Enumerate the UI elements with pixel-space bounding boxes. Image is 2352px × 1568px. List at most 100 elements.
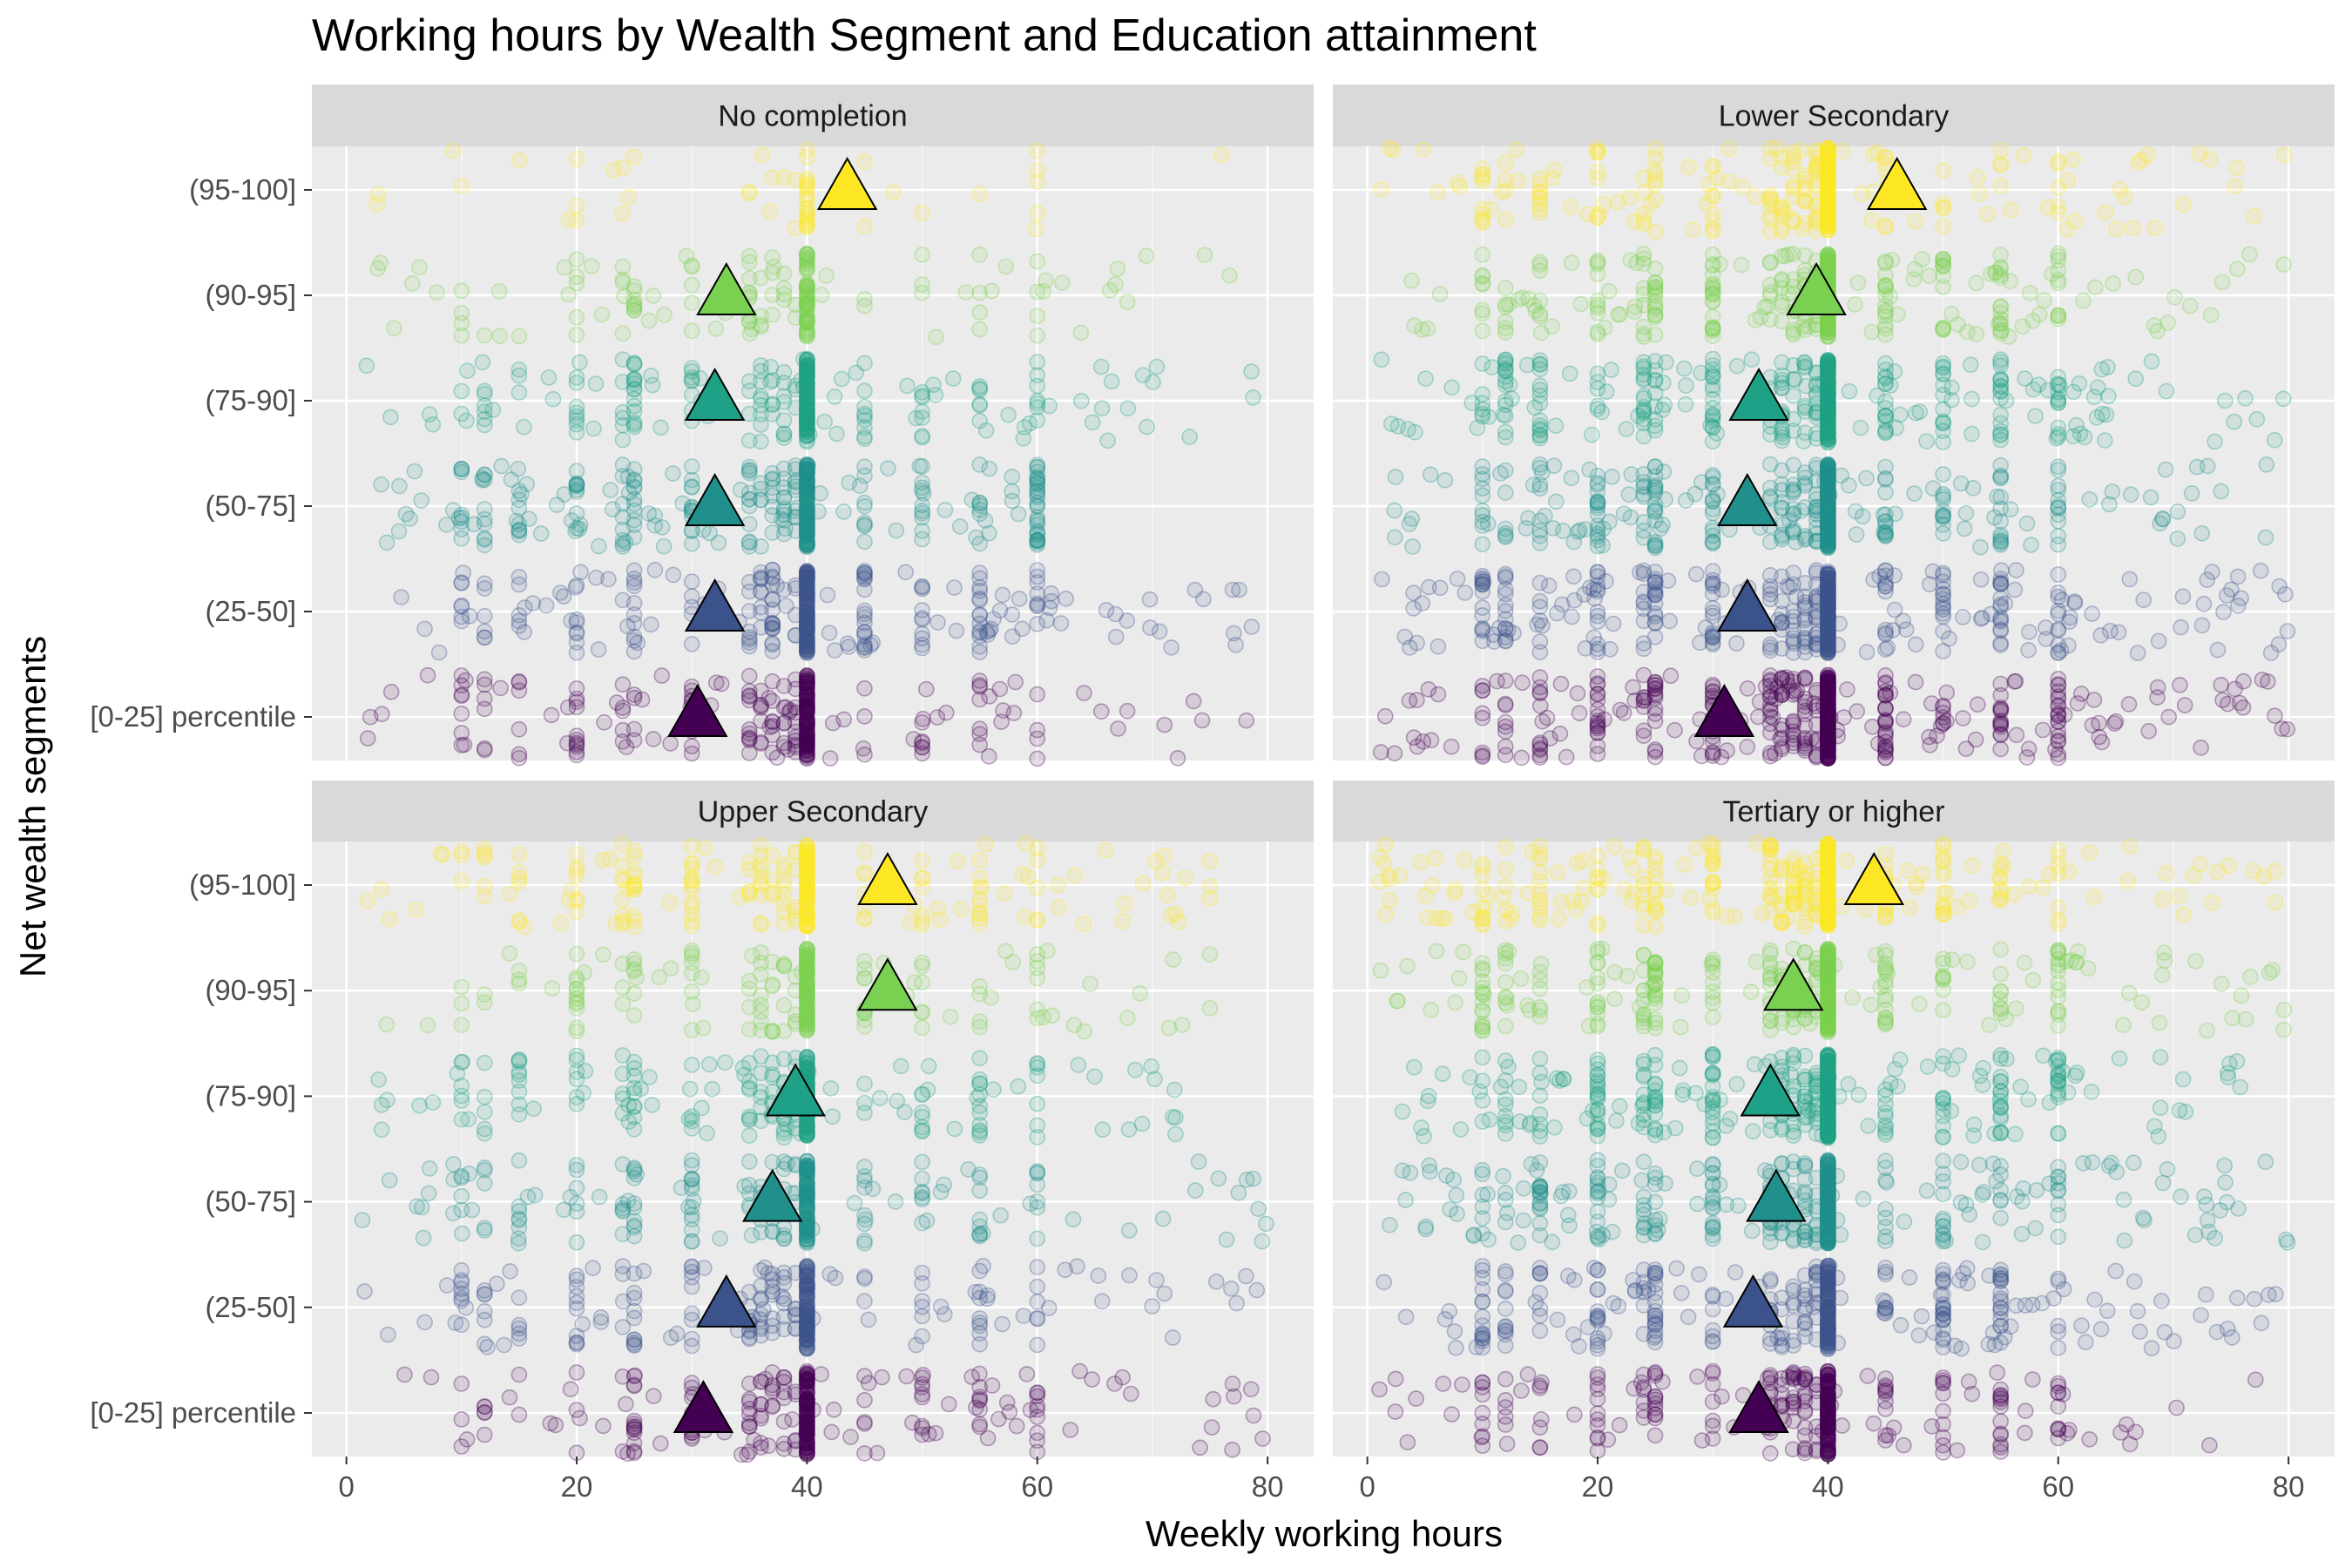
- observation-point: [787, 704, 804, 721]
- observation-point: [775, 714, 793, 732]
- observation-point: [1646, 533, 1664, 551]
- observation-point: [1429, 184, 1446, 201]
- observation-point: [707, 321, 725, 337]
- observation-point: [1589, 145, 1606, 161]
- observation-point: [799, 728, 815, 746]
- observation-point: [740, 533, 758, 551]
- observation-point: [1646, 422, 1664, 439]
- observation-point: [1646, 586, 1664, 604]
- observation-point: [1768, 139, 1786, 157]
- observation-point: [568, 1301, 585, 1317]
- facet-panel: Upper Secondary[0-25] percentile(25-50](…: [90, 781, 1314, 1503]
- observation-point: [1992, 351, 2009, 368]
- observation-point: [944, 370, 962, 387]
- observation-point: [799, 667, 815, 685]
- observation-point: [1469, 419, 1486, 436]
- observation-point: [574, 1315, 591, 1333]
- observation-point: [1992, 740, 2009, 758]
- observation-point: [971, 1182, 988, 1199]
- observation-point: [568, 198, 585, 214]
- observation-point: [740, 725, 758, 742]
- observation-point: [453, 282, 470, 300]
- observation-point: [856, 1445, 873, 1462]
- y-tick-label: (90-95]: [205, 279, 296, 311]
- observation-point: [1014, 620, 1031, 638]
- observation-point: [1785, 153, 1801, 170]
- observation-point: [1138, 247, 1155, 265]
- observation-point: [1924, 480, 1942, 497]
- observation-point: [1820, 727, 1836, 744]
- observation-point: [419, 666, 436, 684]
- observation-point: [1054, 274, 1071, 291]
- observation-point: [1245, 389, 1261, 406]
- observation-point: [1254, 1233, 1271, 1250]
- observation-point: [642, 616, 659, 633]
- observation-point: [799, 570, 815, 586]
- observation-point: [614, 733, 632, 750]
- observation-point: [2085, 692, 2103, 708]
- observation-point: [1531, 308, 1549, 325]
- observation-point: [568, 577, 585, 594]
- observation-point: [614, 700, 632, 716]
- observation-point: [683, 1305, 700, 1322]
- observation-point: [1387, 529, 1403, 546]
- observation-point: [799, 618, 815, 635]
- observation-point: [846, 1194, 863, 1212]
- observation-point: [1007, 673, 1024, 691]
- observation-point: [1474, 599, 1491, 617]
- observation-point: [1195, 591, 1212, 608]
- observation-point: [839, 635, 856, 652]
- observation-point: [799, 313, 815, 329]
- observation-point: [1501, 376, 1518, 393]
- observation-point: [1029, 568, 1046, 585]
- observation-point: [2108, 220, 2125, 238]
- observation-point: [799, 733, 815, 750]
- observation-point: [1474, 267, 1491, 284]
- observation-point: [453, 667, 470, 684]
- observation-point: [568, 398, 585, 416]
- observation-point: [476, 740, 493, 757]
- observation-point: [571, 354, 588, 371]
- y-tick-label: (25-50]: [205, 595, 296, 627]
- observation-point: [971, 186, 988, 202]
- observation-point: [1497, 320, 1514, 337]
- observation-point: [740, 729, 758, 747]
- observation-point: [826, 388, 843, 405]
- observation-point: [625, 381, 643, 398]
- observation-point: [572, 564, 590, 581]
- observation-point: [1165, 1329, 1181, 1346]
- observation-point: [455, 564, 472, 581]
- observation-point: [733, 1446, 750, 1463]
- observation-point: [476, 327, 493, 344]
- observation-point: [568, 690, 585, 707]
- observation-point: [454, 1225, 470, 1242]
- observation-point: [1414, 321, 1430, 338]
- observation-point: [416, 1314, 434, 1331]
- observation-point: [1405, 729, 1423, 747]
- observation-point: [614, 159, 632, 176]
- observation-point: [1497, 280, 1514, 297]
- observation-point: [799, 591, 815, 608]
- observation-point: [914, 1293, 930, 1309]
- observation-point: [1971, 186, 1988, 202]
- observation-point: [764, 620, 781, 637]
- observation-point: [1029, 1424, 1046, 1442]
- observation-point: [1622, 509, 1639, 526]
- observation-point: [1029, 686, 1046, 703]
- observation-point: [753, 571, 769, 588]
- observation-point: [799, 570, 815, 587]
- observation-point: [1101, 281, 1119, 299]
- observation-point: [799, 715, 815, 733]
- observation-point: [1808, 593, 1825, 610]
- observation-point: [946, 579, 963, 596]
- observation-point: [799, 639, 815, 656]
- observation-point: [799, 645, 815, 662]
- observation-point: [856, 382, 873, 400]
- observation-point: [2172, 677, 2188, 693]
- observation-point: [856, 1368, 873, 1384]
- observation-point: [856, 571, 873, 588]
- observation-point: [1704, 433, 1721, 450]
- observation-point: [856, 428, 873, 445]
- observation-point: [885, 184, 902, 201]
